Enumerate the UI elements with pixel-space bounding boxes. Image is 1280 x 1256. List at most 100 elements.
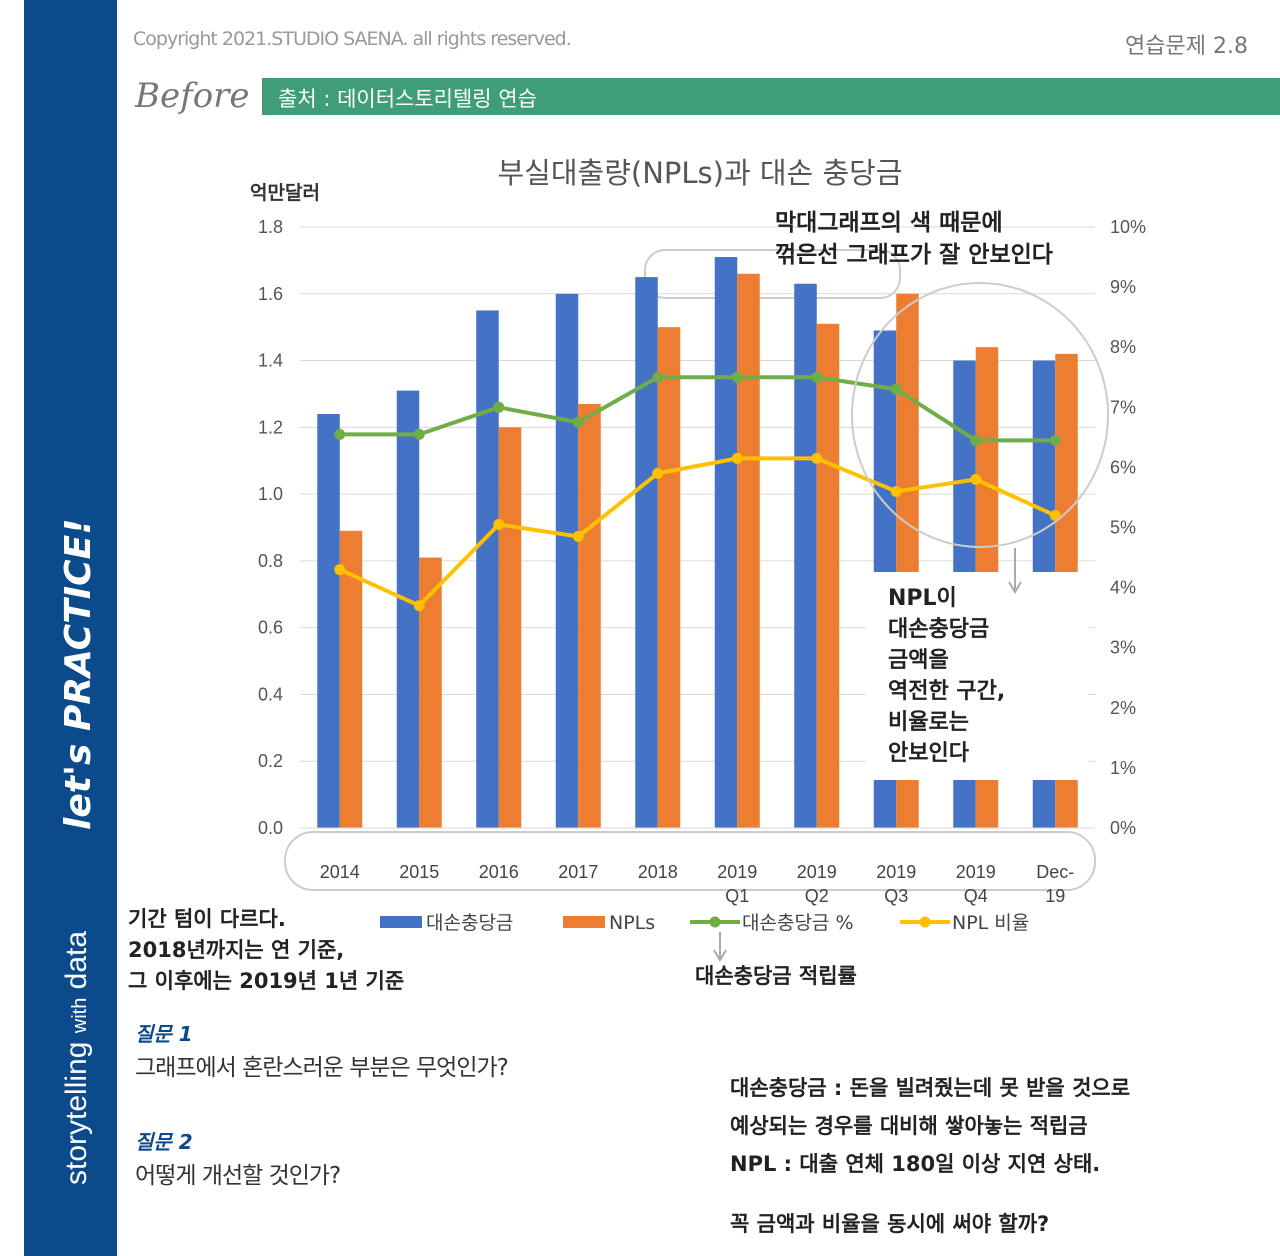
axis-outline	[284, 831, 1096, 891]
x-tick-label: Dec-19	[1036, 862, 1075, 906]
y2-tick-label: 2%	[1110, 698, 1136, 718]
definition: NPL : 대출 연체 180일 이상 지연 상태.	[730, 1152, 1101, 1176]
line	[338, 456, 1057, 609]
bar	[578, 403, 601, 828]
line-point	[1049, 509, 1061, 521]
annotation: NPL이	[888, 586, 957, 611]
legend-swatch	[563, 916, 605, 928]
annotation: 꺾은선 그래프가 잘 안보인다	[775, 242, 1053, 268]
line-point	[652, 467, 664, 479]
bar	[714, 257, 738, 828]
exercise: 연습문제 2.8	[1125, 34, 1248, 59]
annotation: 대손충당금 적립률	[695, 964, 857, 988]
sidebar-brand: storytelling with data	[60, 931, 93, 1185]
x-tick-label: 2014	[319, 862, 360, 882]
bar	[419, 557, 442, 828]
definition: 꼭 금액과 비율을 동시에 써야 할까?	[730, 1212, 1050, 1236]
y2-tick-label: 8%	[1110, 337, 1136, 357]
bar	[737, 273, 760, 828]
sidebar	[24, 0, 117, 1256]
y2-tick-label: 10%	[1110, 217, 1146, 237]
y-tick-label: 1.4	[258, 351, 283, 371]
line-point	[731, 371, 743, 383]
line-point	[334, 564, 346, 576]
line-point	[572, 531, 584, 543]
line-point	[413, 600, 425, 612]
annotation: 비율로는	[888, 710, 969, 735]
line-point	[493, 518, 505, 530]
line-point	[890, 383, 902, 395]
before: Before	[135, 76, 250, 116]
y2-tick-label: 5%	[1110, 518, 1136, 538]
copyright: Copyright 2021.STUDIO SAENA. all rights …	[133, 28, 572, 50]
y-tick-label: 1.6	[258, 284, 283, 304]
x-tick-label: 2019 Q2	[796, 862, 837, 906]
annotation: 금액을	[888, 648, 949, 673]
source: 출처 : 데이터스토리텔링 연습	[278, 87, 537, 111]
line-point	[811, 452, 823, 464]
definition: 예상되는 경우를 대비해 쌓아놓는 적립금	[730, 1114, 1088, 1138]
line-point	[890, 485, 902, 497]
bar	[476, 310, 499, 828]
question-text: 어떻게 개선할 것인가?	[135, 1163, 341, 1189]
arrow	[1008, 548, 1022, 594]
sidebar-practice: let's PRACTICE!	[58, 518, 99, 830]
annotation: 안보인다	[888, 741, 969, 766]
highlight-circle	[851, 282, 1109, 548]
y-tick-label: 0.6	[258, 618, 283, 638]
bar	[396, 390, 420, 828]
legend-swatch	[380, 916, 422, 928]
y2-tick-label: 4%	[1110, 578, 1136, 598]
y2-tick-label: 3%	[1110, 638, 1136, 658]
line-point	[970, 434, 982, 446]
y-tick-label: 1.0	[258, 484, 283, 504]
annotation: 기간 텀이 다르다.	[128, 907, 286, 931]
bar	[317, 413, 340, 828]
line-point	[572, 416, 584, 428]
y-tick-label: 0.4	[258, 684, 283, 704]
note-backdrop	[866, 572, 1088, 780]
legend-swatch	[709, 916, 721, 928]
bar	[635, 277, 658, 828]
legend-label: 대손충당금 %	[742, 912, 854, 934]
y2-tick-label: 6%	[1110, 457, 1136, 477]
y-tick-label: 1.8	[258, 217, 283, 237]
annotation: 역전한 구간,	[888, 679, 1006, 704]
annotation: 대손충당금	[888, 617, 990, 642]
annotation: 그 이후에는 2019년 1년 기준	[128, 969, 405, 993]
line-point	[413, 428, 425, 440]
chart-title: 부실대출량(NPLs)과 대손 충당금	[497, 156, 903, 190]
legend-label: NPL 비율	[952, 912, 1029, 934]
line	[339, 375, 1056, 443]
line-point	[1049, 434, 1061, 446]
y-tick-label: 1.2	[258, 417, 283, 437]
bar	[816, 323, 840, 828]
x-tick-label: 2018	[637, 862, 678, 882]
source-banner	[262, 78, 1280, 115]
line-point	[652, 371, 664, 383]
x-tick-label: 2015	[399, 862, 440, 882]
question-label: 질문 2	[135, 1130, 193, 1154]
legend-swatch	[919, 916, 931, 928]
y2-tick-label: 1%	[1110, 758, 1136, 778]
line-point	[334, 428, 346, 440]
note-outline	[644, 249, 901, 299]
legend-label: 대손충당금	[426, 912, 513, 934]
bar	[555, 293, 579, 828]
x-tick-label: 2017	[558, 862, 599, 882]
annotation: 막대그래프의 색 때문에	[775, 210, 1003, 236]
brand-1: storytelling	[60, 1042, 93, 1185]
bar	[339, 530, 363, 828]
y2-tick-label: 0%	[1110, 818, 1136, 838]
y-tick-label: 0.8	[258, 551, 283, 571]
brand-2: with	[69, 998, 91, 1035]
y2-tick-label: 7%	[1110, 397, 1136, 417]
y-axis-label: 억만달러	[250, 182, 320, 204]
bar	[498, 427, 522, 828]
legend-label: NPLs	[609, 912, 655, 934]
y-tick-label: 0.0	[258, 818, 283, 838]
bar	[657, 327, 681, 828]
line-point	[811, 371, 823, 383]
